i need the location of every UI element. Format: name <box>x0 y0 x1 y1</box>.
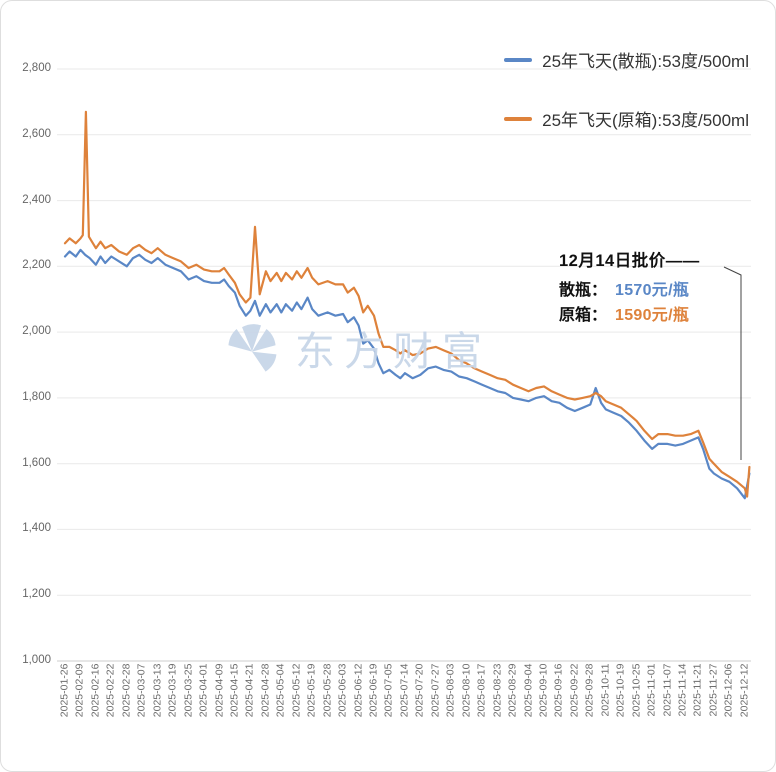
y-axis-tick-label: 2,600 <box>22 127 51 140</box>
annotation-value-sanping: 1570元/瓶 <box>615 282 690 299</box>
x-axis-tick-label: 2025-04-09 <box>213 663 225 718</box>
x-axis-tick-label: 2025-03-13 <box>151 663 164 718</box>
x-axis-tick-label: 2025-05-12 <box>290 663 303 718</box>
x-axis-tick-label: 2025-05-19 <box>305 663 318 718</box>
x-axis-tick-label: 2025-03-19 <box>166 663 179 718</box>
legend-label-yuanxiang: 25年飞天(原箱):53度/500ml <box>542 111 749 130</box>
y-axis-tick-label: 1,600 <box>22 456 51 469</box>
legend-item-yuanxiang[interactable]: 25年飞天(原箱):53度/500ml <box>504 106 749 131</box>
x-axis-tick-label: 2025-02-22 <box>104 663 117 718</box>
x-axis-tick-label: 2025-09-28 <box>583 663 596 718</box>
x-axis-tick-label: 2025-07-14 <box>398 663 411 718</box>
y-axis-tick-label: 2,800 <box>22 62 51 74</box>
annotation-row-yuanxiang: 原箱： 1590元/瓶 <box>559 303 700 328</box>
x-axis-tick-label: 2025-12-12 <box>738 663 751 718</box>
x-axis-tick-label: 2025-06-19 <box>367 663 380 718</box>
x-axis-tick-label: 2025-08-10 <box>460 663 473 718</box>
y-axis-tick-label: 2,000 <box>22 325 51 338</box>
y-axis-tick-label: 1,800 <box>22 390 51 403</box>
x-axis-tick-label: 2025-05-28 <box>321 663 334 718</box>
legend-item-sanping[interactable]: 25年飞天(散瓶):53度/500ml <box>504 47 749 72</box>
x-axis-tick-label: 2025-09-22 <box>568 663 581 718</box>
x-axis-tick-label: 2025-04-15 <box>228 663 241 718</box>
series-blue-swatch <box>504 57 533 62</box>
annotation-label-sanping: 散瓶： <box>559 282 608 299</box>
y-axis-tick-label: 1,200 <box>22 588 51 601</box>
x-axis-tick-label: 2025-02-16 <box>89 663 102 718</box>
annotation-row-sanping: 散瓶： 1570元/瓶 <box>559 278 700 303</box>
x-axis-tick-label: 2025-08-23 <box>491 663 504 718</box>
x-axis-tick-label: 2025-11-27 <box>707 663 720 717</box>
x-axis-tick-label: 2025-03-25 <box>182 663 195 718</box>
x-axis-tick-label: 2025-11-14 <box>676 663 689 717</box>
annotation-value-yuanxiang: 1590元/瓶 <box>615 307 690 324</box>
x-axis-tick-label: 2025-11-01 <box>645 663 658 717</box>
x-axis-tick-label: 2025-12-06 <box>722 663 735 718</box>
y-axis-tick-label: 2,200 <box>22 259 51 272</box>
latest-price-annotation: 12月14日批价—— 散瓶： 1570元/瓶 原箱： 1590元/瓶 <box>559 247 700 328</box>
x-axis-tick-label: 2025-01-26 <box>58 663 71 718</box>
y-axis-tick-label: 2,400 <box>22 193 51 206</box>
annotation-label-yuanxiang: 原箱： <box>559 307 608 324</box>
x-axis-tick-label: 2025-08-29 <box>506 663 519 718</box>
x-axis-tick-label: 2025-09-16 <box>552 663 565 718</box>
x-axis-tick-label: 2025-07-20 <box>413 663 426 718</box>
legend-label-sanping: 25年飞天(散瓶):53度/500ml <box>542 52 749 71</box>
series-orange-swatch <box>504 116 533 121</box>
x-axis-tick-label: 2025-02-09 <box>73 663 86 718</box>
x-axis-tick-label: 2025-07-27 <box>429 663 442 718</box>
x-axis-tick-label: 2025-11-07 <box>661 663 674 717</box>
x-axis-tick-label: 2025-10-11 <box>599 663 612 717</box>
x-axis-tick-label: 2025-06-12 <box>352 663 365 718</box>
legend: 25年飞天(散瓶):53度/500ml 25年飞天(原箱):53度/500ml <box>504 47 749 131</box>
x-axis-tick-label: 2025-05-04 <box>274 663 287 718</box>
x-axis-tick-label: 2025-02-28 <box>120 663 133 718</box>
x-axis-tick-label: 2025-09-04 <box>522 663 534 718</box>
x-axis-tick-label: 2025-11-21 <box>691 663 704 717</box>
x-axis-tick-label: 2025-04-21 <box>243 663 256 718</box>
x-axis-tick-label: 2025-04-01 <box>197 663 210 718</box>
x-axis-tick-label: 2025-09-10 <box>537 663 550 718</box>
annotation-title: 12月14日批价—— <box>559 252 700 270</box>
x-axis-tick-label: 2025-04-28 <box>259 663 272 718</box>
x-axis-tick-label: 2025-07-05 <box>382 663 395 718</box>
x-axis-tick-label: 2025-06-03 <box>336 663 349 718</box>
x-axis-tick-label: 2025-03-07 <box>135 663 148 718</box>
x-axis-tick-label: 2025-08-03 <box>444 663 457 718</box>
y-axis-tick-label: 1,400 <box>22 522 51 535</box>
y-axis-tick-label: 1,000 <box>22 654 51 666</box>
x-axis-tick-label: 2025-10-25 <box>630 663 643 718</box>
x-axis-tick-label: 2025-10-19 <box>614 663 627 718</box>
x-axis-tick-label: 2025-08-17 <box>475 663 488 718</box>
